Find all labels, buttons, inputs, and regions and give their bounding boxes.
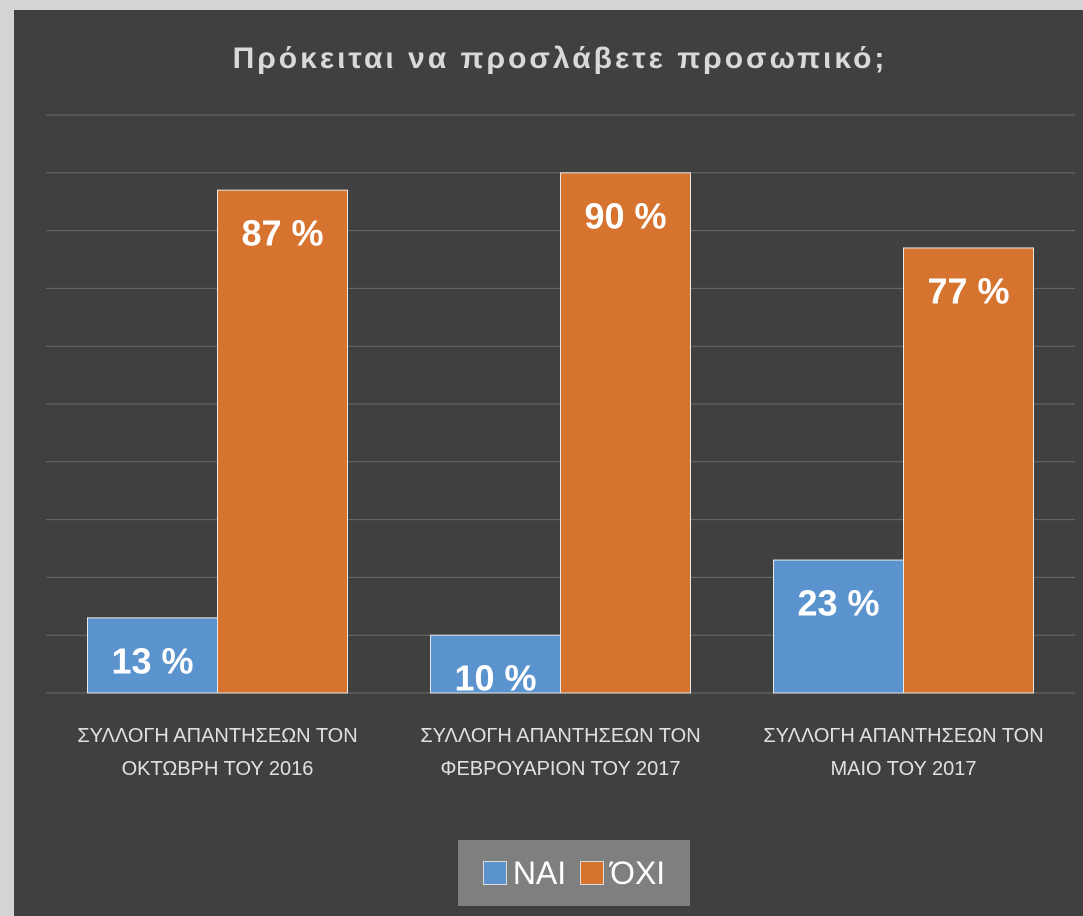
bar [87, 617, 218, 694]
x-tick-label: ΣΥΛΛΟΓΗ ΑΠΑΝΤΗΣΕΩΝ ΤΟΝ ΜΑΙΟ ΤΟΥ 2017 [763, 725, 1044, 780]
legend-swatch [482, 861, 507, 885]
legend-label: ΌΧΙ [610, 854, 666, 891]
data-label: 13 % [111, 640, 193, 681]
bar [560, 172, 691, 694]
legend: ΝΑΙ ΌΧΙ [458, 840, 690, 906]
data-label: 90 % [584, 195, 666, 236]
data-label: 23 % [797, 583, 879, 624]
legend-item: ΝΑΙ [482, 854, 567, 892]
chart-title: Πρόκειται να προσλάβετε προσωπικό; [233, 42, 888, 75]
bar [217, 189, 348, 694]
data-label: 10 % [454, 658, 536, 699]
legend-item: ΌΧΙ [580, 855, 665, 892]
bar [903, 247, 1034, 694]
x-tick-label: ΣΥΛΛΟΓΗ ΑΠΑΝΤΗΣΕΩΝ ΤΟΝ ΦΕΒΡΟΥΑΡΙΟΝ ΤΟΥ 2… [420, 725, 701, 780]
data-label: 77 % [927, 270, 1009, 311]
bar [773, 559, 904, 694]
x-tick-label: ΣΥΛΛΟΓΗ ΑΠΑΝΤΗΣΕΩΝ ΤΟΝ ΟΚΤΩΒΡΗ ΤΟΥ 2016 [77, 725, 358, 780]
data-label: 87 % [241, 213, 323, 254]
legend-swatch [580, 861, 605, 885]
legend-label: ΝΑΙ [512, 854, 567, 891]
bar [430, 634, 561, 694]
